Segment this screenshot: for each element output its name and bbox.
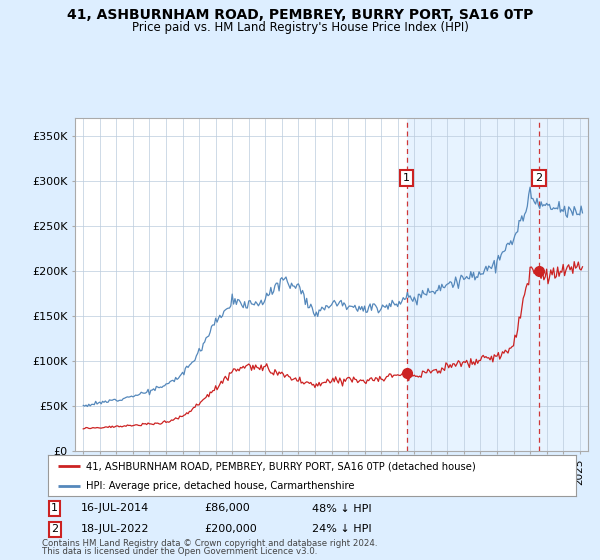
Text: 1: 1 (51, 503, 58, 514)
Bar (407, 118, 588, 451)
Text: 41, ASHBURNHAM ROAD, PEMBREY, BURRY PORT, SA16 0TP (detached house): 41, ASHBURNHAM ROAD, PEMBREY, BURRY PORT… (86, 461, 476, 471)
Text: 2: 2 (535, 173, 542, 183)
Text: £86,000: £86,000 (204, 503, 250, 514)
Text: 41, ASHBURNHAM ROAD, PEMBREY, BURRY PORT, SA16 0TP: 41, ASHBURNHAM ROAD, PEMBREY, BURRY PORT… (67, 8, 533, 22)
Text: 24% ↓ HPI: 24% ↓ HPI (312, 524, 371, 534)
Text: HPI: Average price, detached house, Carmarthenshire: HPI: Average price, detached house, Carm… (86, 480, 355, 491)
Text: Price paid vs. HM Land Registry's House Price Index (HPI): Price paid vs. HM Land Registry's House … (131, 21, 469, 34)
Text: 18-JUL-2022: 18-JUL-2022 (81, 524, 149, 534)
Text: Contains HM Land Registry data © Crown copyright and database right 2024.: Contains HM Land Registry data © Crown c… (42, 539, 377, 548)
Text: 2: 2 (51, 524, 58, 534)
Text: 48% ↓ HPI: 48% ↓ HPI (312, 503, 371, 514)
Text: This data is licensed under the Open Government Licence v3.0.: This data is licensed under the Open Gov… (42, 547, 317, 556)
Text: 16-JUL-2014: 16-JUL-2014 (81, 503, 149, 514)
Text: 1: 1 (403, 173, 410, 183)
Text: £200,000: £200,000 (204, 524, 257, 534)
